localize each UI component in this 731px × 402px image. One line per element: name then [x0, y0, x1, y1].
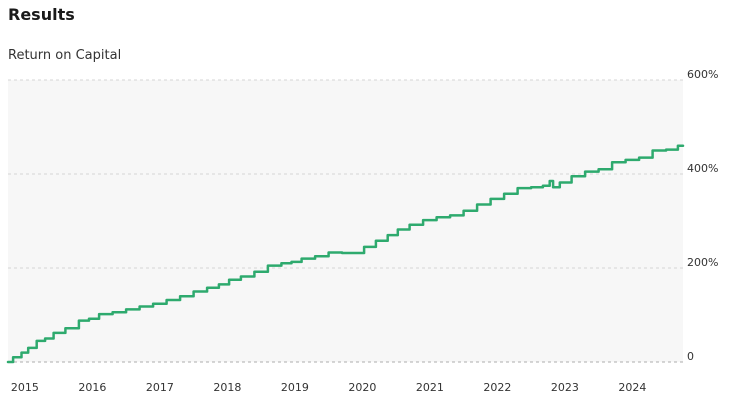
x-tick-label: 2018 — [213, 381, 241, 394]
x-tick-label: 2023 — [551, 381, 579, 394]
x-tick-label: 2024 — [618, 381, 646, 394]
x-tick-label: 2022 — [483, 381, 511, 394]
x-tick-label: 2019 — [281, 381, 309, 394]
x-tick-label: 2017 — [146, 381, 174, 394]
y-tick-label: 600% — [687, 68, 718, 81]
x-axis-ticks: 2015 2016 2017 2018 2019 2020 2021 2022 2023 2024 — [11, 381, 647, 394]
y-tick-label: 200% — [687, 256, 718, 269]
x-tick-label: 2015 — [11, 381, 39, 394]
x-tick-label: 2020 — [348, 381, 376, 394]
series-line — [6, 144, 685, 364]
y-tick-label: 400% — [687, 162, 718, 175]
grid-lines — [8, 79, 683, 363]
y-tick-label: 0 — [687, 350, 694, 363]
plot-background — [8, 80, 683, 362]
chart-title: Return on Capital — [8, 48, 122, 63]
x-tick-label: 2021 — [416, 381, 444, 394]
y-axis-ticks: 0 200% 400% 600% — [687, 68, 718, 363]
x-tick-label: 2016 — [78, 381, 106, 394]
page-title: Results — [8, 5, 75, 24]
